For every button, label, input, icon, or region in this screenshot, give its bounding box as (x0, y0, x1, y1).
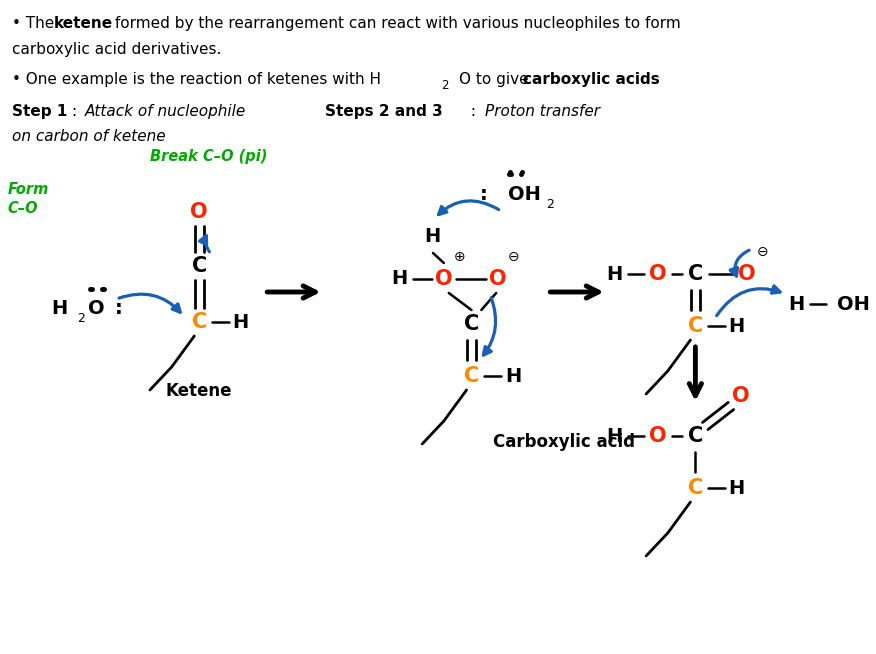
Text: O: O (649, 426, 667, 446)
Text: :: : (479, 184, 487, 203)
Text: :: : (72, 104, 82, 119)
FancyArrowPatch shape (484, 298, 496, 355)
Text: Attack of nucleophile: Attack of nucleophile (85, 104, 246, 119)
Text: • The: • The (12, 16, 59, 31)
Text: C: C (192, 312, 207, 332)
Text: O: O (490, 269, 507, 289)
FancyArrowPatch shape (439, 201, 498, 215)
FancyArrowPatch shape (731, 250, 749, 276)
Text: Form
C–O: Form C–O (8, 182, 49, 216)
Text: ⊖: ⊖ (508, 250, 519, 264)
Text: 2: 2 (441, 79, 449, 92)
Text: Proton transfer: Proton transfer (485, 104, 600, 119)
Text: 2: 2 (0, 653, 1, 654)
Text: H: H (505, 366, 521, 385)
Text: O: O (88, 300, 105, 318)
Text: Step 1: Step 1 (12, 104, 67, 119)
Text: ⊕: ⊕ (0, 653, 1, 654)
Text: ⊖: ⊖ (757, 245, 768, 259)
Text: 2: 2 (77, 313, 85, 326)
Text: H: H (729, 317, 745, 336)
Text: O: O (738, 264, 755, 284)
Text: H: H (51, 300, 67, 318)
Text: H: H (788, 294, 804, 313)
Text: H: H (232, 313, 249, 332)
Text: on carbon of ketene: on carbon of ketene (12, 129, 166, 144)
Text: O: O (649, 264, 667, 284)
Text: C: C (688, 316, 703, 336)
Text: H: H (392, 269, 407, 288)
Text: formed by the rearrangement can react with various nucleophiles to form: formed by the rearrangement can react wi… (110, 16, 682, 31)
Text: C: C (192, 256, 207, 276)
Text: C: C (688, 426, 703, 446)
Text: 2: 2 (547, 198, 555, 211)
Text: • One example is the reaction of ketenes with H: • One example is the reaction of ketenes… (12, 72, 381, 87)
Text: Steps 2 and 3: Steps 2 and 3 (326, 104, 443, 119)
FancyArrowPatch shape (119, 294, 180, 312)
Text: :: : (465, 104, 480, 119)
Text: H: H (606, 264, 623, 283)
Text: H: H (729, 479, 745, 498)
Text: C: C (464, 366, 479, 386)
Text: O: O (190, 202, 208, 222)
Text: Carboxylic acid: Carboxylic acid (493, 433, 635, 451)
FancyArrowPatch shape (717, 286, 781, 316)
Text: Ketene: Ketene (166, 382, 232, 400)
FancyArrowPatch shape (200, 235, 209, 252)
Text: carboxylic acid derivatives.: carboxylic acid derivatives. (12, 42, 222, 57)
Text: carboxylic acids: carboxylic acids (523, 72, 660, 87)
Text: ketene: ketene (54, 16, 113, 31)
Text: O: O (732, 386, 750, 406)
Text: H: H (424, 228, 440, 247)
Text: O to give: O to give (459, 72, 533, 87)
Text: C: C (464, 314, 479, 334)
Text: Break C–O (pi): Break C–O (pi) (150, 149, 267, 164)
Text: OH: OH (508, 184, 540, 203)
Text: C: C (688, 264, 703, 284)
Text: ⊕: ⊕ (454, 250, 465, 264)
Text: OH: OH (837, 294, 870, 313)
Text: :: : (115, 300, 123, 318)
Text: C: C (688, 478, 703, 498)
Text: H: H (606, 426, 623, 445)
Text: O: O (435, 269, 453, 289)
